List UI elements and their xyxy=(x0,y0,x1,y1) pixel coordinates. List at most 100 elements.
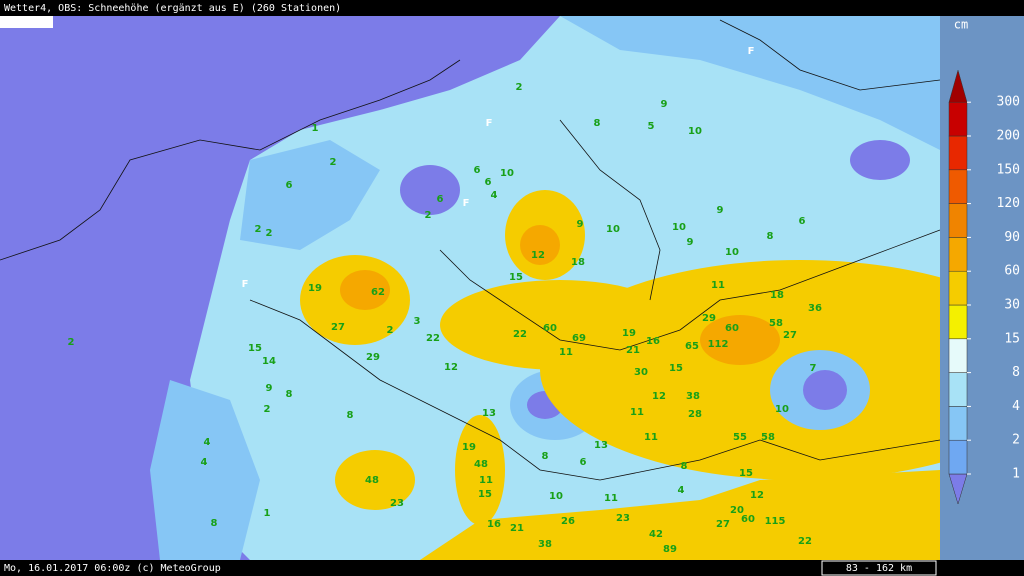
station-value: 38 xyxy=(538,539,552,550)
station-value: 15 xyxy=(478,489,492,500)
legend-label: 8 xyxy=(1012,365,1020,380)
map-field xyxy=(0,16,1024,560)
station-value: 48 xyxy=(474,459,488,470)
white-box xyxy=(0,16,53,28)
station-value: 15 xyxy=(509,272,523,283)
station-value: 11 xyxy=(644,432,658,443)
station-value: 19 xyxy=(622,328,636,339)
station-value: 2 xyxy=(264,404,271,415)
station-value: 8 xyxy=(681,461,688,472)
legend-label: 60 xyxy=(1004,264,1020,279)
station-value: 15 xyxy=(669,363,683,374)
station-value: 12 xyxy=(652,391,666,402)
station-value: 11 xyxy=(559,347,573,358)
station-value: 11 xyxy=(479,475,493,486)
legend-label: 2 xyxy=(1012,433,1020,448)
station-value: 16 xyxy=(487,519,501,530)
station-value: 22 xyxy=(513,329,527,340)
station-value: 36 xyxy=(808,303,822,314)
station-value: 62 xyxy=(371,287,385,298)
scale: 83 - 162 km xyxy=(846,563,912,574)
station-value: 9 xyxy=(687,237,694,248)
station-value: 2 xyxy=(255,224,262,235)
station-value: 6 xyxy=(286,180,293,191)
legend: cm 1 2 4 8 15 30 60 90 120 150 200 300 xyxy=(948,18,1020,505)
markers: F F F F xyxy=(242,46,755,290)
station-value: 4 xyxy=(491,190,498,201)
station-value: 9 xyxy=(266,383,273,394)
station-value: 10 xyxy=(725,247,739,258)
marker: F xyxy=(486,118,493,129)
scale-box xyxy=(821,560,937,576)
station-value: 60 xyxy=(741,514,755,525)
station-value: 55 xyxy=(733,432,747,443)
station-value: 10 xyxy=(500,168,514,179)
station-value: 60 xyxy=(725,323,739,334)
legend-label: 4 xyxy=(1012,399,1020,414)
station-value: 60 xyxy=(543,323,557,334)
station-value: 6 xyxy=(580,457,587,468)
station-value: 1 xyxy=(264,508,271,519)
station-value: 1 xyxy=(312,123,319,134)
station-value: 8 xyxy=(594,118,601,129)
station-value: 9 xyxy=(577,219,584,230)
colorbar-segment xyxy=(948,270,968,306)
station-value: 2 xyxy=(516,82,523,93)
station-value: 15 xyxy=(248,343,262,354)
station-value: 13 xyxy=(482,408,496,419)
station-value: 19 xyxy=(308,283,322,294)
station-value: 27 xyxy=(331,322,345,333)
station-value: 26 xyxy=(561,516,575,527)
header-bar xyxy=(0,0,1024,16)
station-value: 6 xyxy=(799,216,806,227)
colorbar-segment xyxy=(948,203,968,238)
station-value: 12 xyxy=(444,362,458,373)
colorbar-segment xyxy=(948,169,968,204)
station-value: 4 xyxy=(201,457,208,468)
station-value: 2 xyxy=(387,325,394,336)
station-value: 8 xyxy=(767,231,774,242)
station-value: 15 xyxy=(739,468,753,479)
colorbar-segment xyxy=(948,439,968,475)
station-value: 11 xyxy=(711,280,725,291)
station-value: 10 xyxy=(606,224,620,235)
station-value: 8 xyxy=(286,389,293,400)
station-value: 6 xyxy=(437,194,444,205)
legend-label: 30 xyxy=(1004,298,1020,313)
station-value: 2 xyxy=(68,337,75,348)
station-value: 38 xyxy=(686,391,700,402)
station-value: 9 xyxy=(661,99,668,110)
marker: F xyxy=(463,198,470,209)
station-value: 5 xyxy=(648,121,655,132)
station-value: 48 xyxy=(365,475,379,486)
station-value: 18 xyxy=(571,257,585,268)
colorbar-segment xyxy=(948,406,968,441)
colorbar-segment xyxy=(948,135,968,171)
station-value: 2 xyxy=(330,157,337,168)
borders xyxy=(0,19,941,481)
colorbar-segment xyxy=(948,372,968,407)
station-value: 21 xyxy=(510,523,524,534)
station-value: 11 xyxy=(604,493,618,504)
station-value: 12 xyxy=(750,490,764,501)
station-value: 10 xyxy=(672,222,686,233)
legend-label: 1 xyxy=(1012,467,1020,482)
legend-unit: cm xyxy=(954,18,968,32)
colorbar-segment xyxy=(948,338,968,373)
station-value: 11 xyxy=(630,407,644,418)
footer-bar xyxy=(0,560,1024,576)
colorbar-segment xyxy=(948,237,968,272)
legend-label: 90 xyxy=(1004,230,1020,245)
station-value: 10 xyxy=(775,404,789,415)
station-value: 20 xyxy=(730,505,744,516)
legend-label: 120 xyxy=(997,196,1020,211)
station-value: 22 xyxy=(798,536,812,547)
colorbar-end xyxy=(948,69,968,103)
station-value: 69 xyxy=(572,333,586,344)
station-value: 12 xyxy=(531,250,545,261)
station-value: 19 xyxy=(462,442,476,453)
marker: F xyxy=(748,46,755,57)
station-value: 23 xyxy=(616,513,630,524)
station-value: 28 xyxy=(688,409,702,420)
